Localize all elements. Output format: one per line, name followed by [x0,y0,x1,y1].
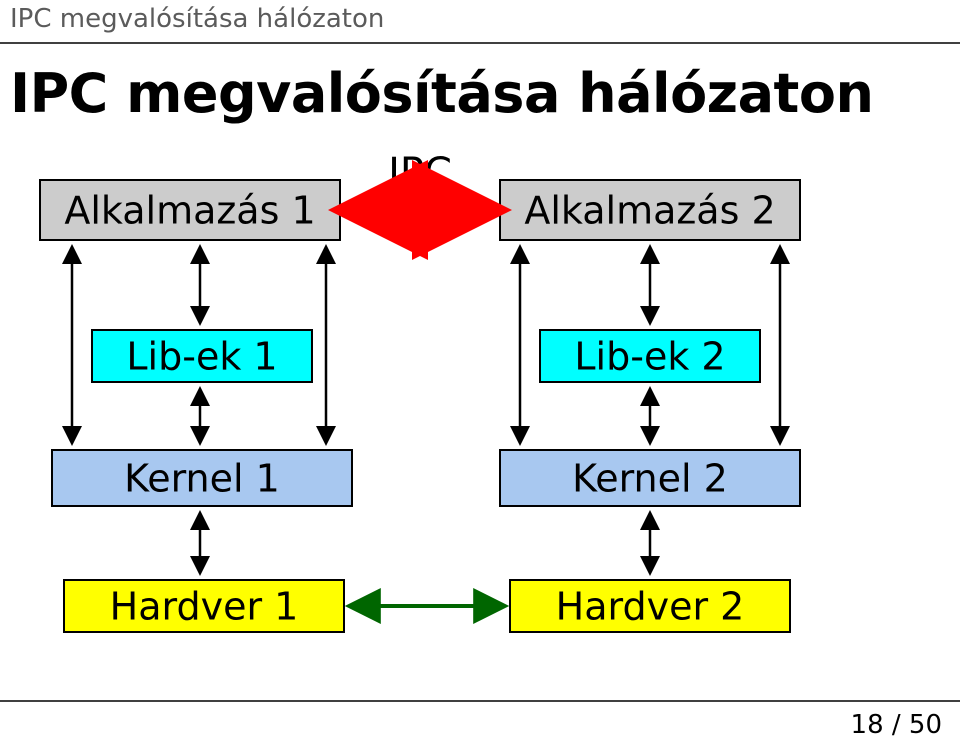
label-hardver2: Hardver 2 [556,585,745,629]
box-hardver2: Hardver 2 [510,580,790,632]
box-app2: Alkalmazás 2 [500,180,800,240]
diagram-svg: Alkalmazás 1 Alkalmazás 2 IPC Lib-ek 1 L… [0,150,960,690]
box-kernel1: Kernel 1 [52,450,352,506]
label-app1: Alkalmazás 1 [64,189,315,233]
header-rule [0,42,960,44]
label-kernel1: Kernel 1 [124,457,280,501]
ipc-label: IPC [388,150,452,196]
box-lib1: Lib-ek 1 [92,330,312,382]
footer-rule [0,700,960,702]
box-app1: Alkalmazás 1 [40,180,340,240]
box-hardver1: Hardver 1 [64,580,344,632]
box-kernel2: Kernel 2 [500,450,800,506]
label-app2: Alkalmazás 2 [524,189,775,233]
label-lib1: Lib-ek 1 [126,335,277,379]
page-number: 18 / 50 [851,710,942,740]
label-kernel2: Kernel 2 [572,457,728,501]
box-lib2: Lib-ek 2 [540,330,760,382]
slide-title: IPC megvalósítása hálózaton [10,62,873,125]
slide-header: IPC megvalósítása hálózaton [10,4,384,34]
label-hardver1: Hardver 1 [110,585,299,629]
label-lib2: Lib-ek 2 [574,335,725,379]
